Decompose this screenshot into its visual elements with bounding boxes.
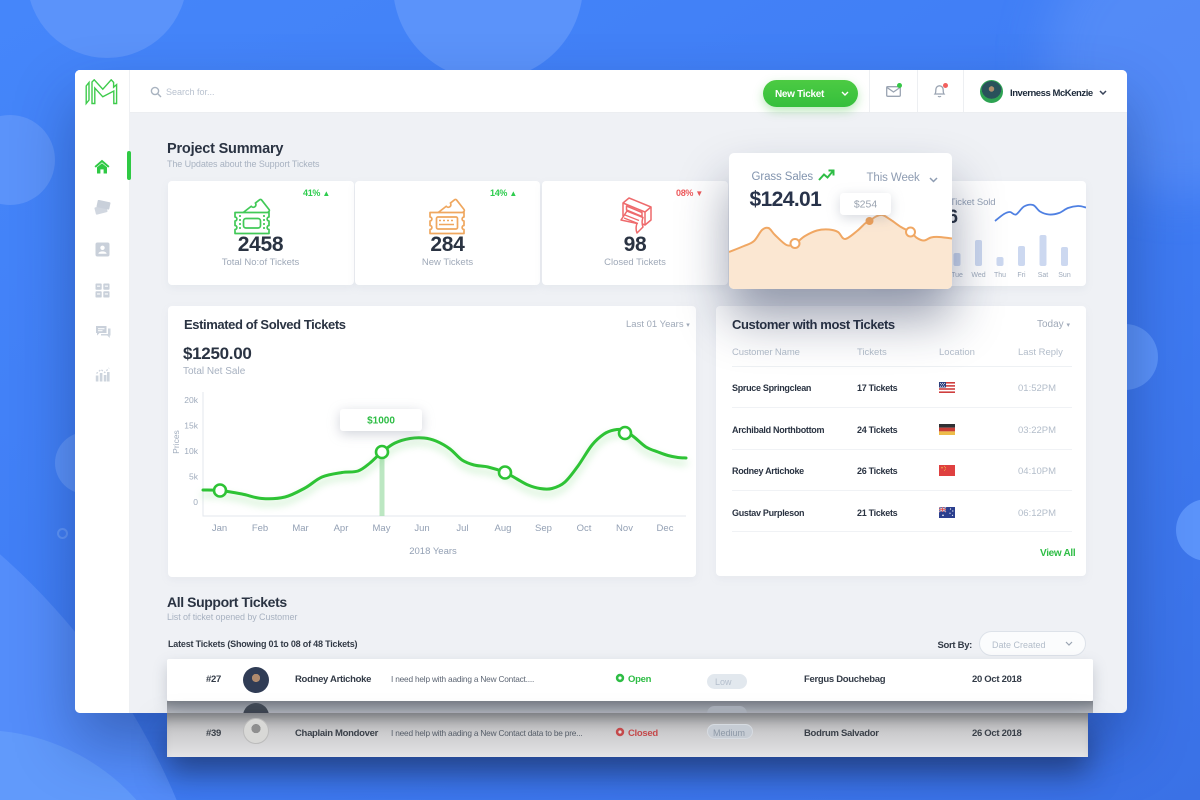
- svg-text:Mar: Mar: [292, 523, 308, 534]
- svg-text:Thu: Thu: [994, 272, 1006, 279]
- svg-text:Sun: Sun: [1058, 272, 1071, 279]
- svg-text:Sat: Sat: [1038, 272, 1049, 279]
- svg-text:Aug: Aug: [495, 523, 512, 534]
- svg-text:May: May: [373, 523, 391, 534]
- svg-text:Nov: Nov: [616, 523, 633, 534]
- svg-text:Fri: Fri: [1017, 272, 1026, 279]
- svg-text:Jul: Jul: [456, 523, 468, 534]
- svg-text:$1000: $1000: [367, 416, 395, 427]
- svg-text:$254: $254: [853, 199, 877, 211]
- svg-text:Prices: Prices: [171, 430, 181, 454]
- svg-text:Jun: Jun: [414, 523, 429, 534]
- svg-text:10k: 10k: [184, 446, 198, 456]
- svg-text:Apr: Apr: [334, 523, 349, 534]
- svg-text:20k: 20k: [184, 395, 198, 405]
- svg-text:2018 Years: 2018 Years: [409, 546, 457, 557]
- svg-text:Tue: Tue: [951, 272, 963, 279]
- svg-text:Jan: Jan: [212, 523, 227, 534]
- svg-text:Feb: Feb: [252, 523, 268, 534]
- svg-text:Dec: Dec: [657, 523, 674, 534]
- svg-text:Oct: Oct: [577, 523, 592, 534]
- svg-text:0: 0: [193, 497, 198, 507]
- svg-text:5k: 5k: [189, 472, 199, 482]
- svg-text:Wed: Wed: [971, 272, 985, 279]
- svg-text:15k: 15k: [184, 421, 198, 431]
- svg-text:Sep: Sep: [535, 523, 552, 534]
